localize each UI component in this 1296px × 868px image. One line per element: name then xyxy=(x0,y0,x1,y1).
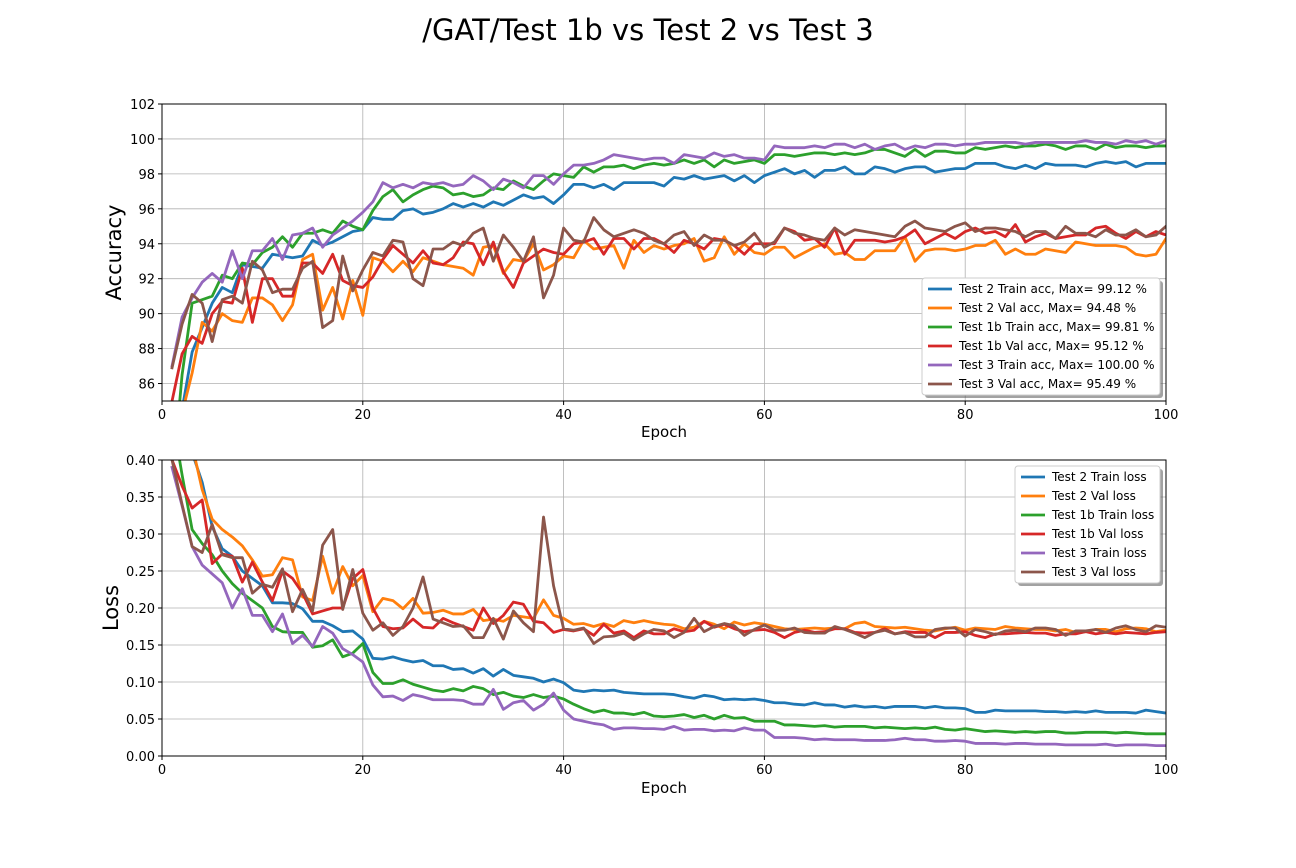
accuracy-x-tick-label: 60 xyxy=(756,408,773,423)
accuracy-legend: Test 2 Train acc, Max= 99.12 % Test 2 Val… xyxy=(921,277,1163,398)
accuracy-y-tick-label: 98 xyxy=(138,168,155,183)
loss-series-line-5 xyxy=(170,460,1166,645)
accuracy-legend-label-5: Test 3 Val acc, Max= 95.49 % xyxy=(958,377,1136,391)
accuracy-legend-label-2: Test 1b Train acc, Max= 99.81 % xyxy=(958,320,1155,334)
loss-x-tick-label: 80 xyxy=(957,763,974,778)
accuracy-legend-label-0: Test 2 Train acc, Max= 99.12 % xyxy=(958,282,1147,296)
accuracy-y-tick-label: 90 xyxy=(138,308,155,323)
loss-x-tick-label: 40 xyxy=(555,763,572,778)
loss-x-tick-label: 0 xyxy=(158,763,166,778)
loss-y-tick-label: 0.30 xyxy=(126,528,155,543)
loss-x-tick-label: 100 xyxy=(1154,763,1179,778)
loss-series-group xyxy=(170,460,1166,748)
figure-title: /GAT/Test 1b vs Test 2 vs Test 3 xyxy=(422,13,873,47)
loss-legend-label-3: Test 1b Val loss xyxy=(1051,527,1143,541)
accuracy-legend-label-4: Test 3 Train acc, Max= 100.00 % xyxy=(958,358,1155,372)
accuracy-x-tick-label: 100 xyxy=(1154,408,1179,423)
accuracy-series-group xyxy=(170,139,1166,401)
accuracy-y-tick-label: 88 xyxy=(138,343,155,358)
accuracy-y-tick-label: 92 xyxy=(138,273,155,288)
accuracy-x-tick-label: 20 xyxy=(355,408,372,423)
loss-y-tick-label: 0.15 xyxy=(126,639,155,654)
accuracy-x-tick-label: 0 xyxy=(158,408,166,423)
accuracy-y-tick-label: 102 xyxy=(130,98,155,113)
loss-series-line-4 xyxy=(170,465,1166,748)
accuracy-y-tick-label: 96 xyxy=(138,203,155,218)
loss-y-tick-label: 0.35 xyxy=(126,491,155,506)
loss-legend-label-4: Test 3 Train loss xyxy=(1051,546,1147,560)
loss-x-tick-label: 60 xyxy=(756,763,773,778)
loss-y-tick-label: 0.20 xyxy=(126,602,155,617)
loss-series-line-0 xyxy=(193,460,1166,715)
loss-y-tick-label: 0.25 xyxy=(126,565,155,580)
loss-y-axis-label: Loss xyxy=(99,585,123,631)
loss-chart: 0 20 40 60 80 100 0.00 0.05 0.10 0.15 0.20 0.25 0.30… xyxy=(99,454,1179,797)
loss-series-line-2 xyxy=(178,460,1166,736)
accuracy-x-tick-label: 80 xyxy=(957,408,974,423)
loss-y-tick-label: 0.00 xyxy=(126,750,155,765)
accuracy-legend-label-3: Test 1b Val acc, Max= 95.12 % xyxy=(958,339,1144,353)
accuracy-y-tick-label: 86 xyxy=(138,378,155,393)
accuracy-y-tick-label: 94 xyxy=(138,238,155,253)
loss-x-axis-label: Epoch xyxy=(641,779,687,797)
loss-x-tick-label: 20 xyxy=(355,763,372,778)
loss-y-tick-label: 0.10 xyxy=(126,676,155,691)
loss-y-tick-label: 0.40 xyxy=(126,454,155,469)
accuracy-series-line-3 xyxy=(170,223,1166,401)
accuracy-legend-box xyxy=(921,277,1161,396)
loss-legend: Test 2 Train loss Test 2 Val loss Test 1b … xyxy=(1014,465,1163,586)
loss-legend-label-2: Test 1b Train loss xyxy=(1051,508,1154,522)
loss-legend-box xyxy=(1014,465,1161,584)
loss-legend-label-5: Test 3 Val loss xyxy=(1051,565,1136,579)
loss-legend-label-1: Test 2 Val loss xyxy=(1051,489,1136,503)
accuracy-y-tick-label: 100 xyxy=(130,133,155,148)
accuracy-x-axis-label: Epoch xyxy=(641,423,687,441)
accuracy-legend-label-1: Test 2 Val acc, Max= 94.48 % xyxy=(958,301,1136,315)
accuracy-plot-frame xyxy=(161,103,1167,402)
accuracy-chart: 0 20 40 60 80 100 86 88 90 92 94 96 98 100 102 Epoch Acc… xyxy=(102,98,1179,441)
accuracy-series-line-5 xyxy=(170,216,1166,370)
accuracy-series-line-4 xyxy=(170,139,1166,368)
loss-y-tick-label: 0.05 xyxy=(126,713,155,728)
accuracy-y-axis-label: Accuracy xyxy=(102,205,126,301)
loss-legend-label-0: Test 2 Train loss xyxy=(1051,470,1147,484)
accuracy-series-line-2 xyxy=(178,142,1166,401)
accuracy-series-line-0 xyxy=(182,160,1166,401)
accuracy-x-tick-label: 40 xyxy=(555,408,572,423)
